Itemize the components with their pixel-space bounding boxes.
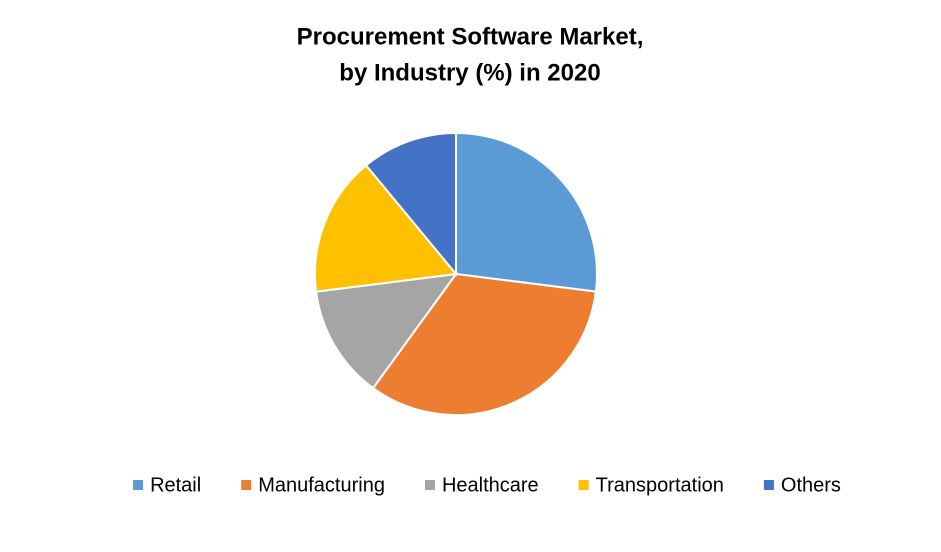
- legend-label: Others: [781, 474, 841, 496]
- legend-label: Transportation: [596, 474, 724, 496]
- pie-slice: [371, 272, 598, 416]
- legend-swatch: [241, 480, 252, 490]
- legend-swatch: [424, 480, 435, 490]
- pie-slice: [314, 163, 458, 293]
- legend-swatch: [133, 480, 144, 490]
- legend-swatch: [578, 480, 589, 490]
- legend-label: Manufacturing: [258, 474, 385, 496]
- legend-swatch: [763, 480, 774, 490]
- chart-title: Procurement Software Market,: [297, 23, 644, 50]
- pie-slice: [364, 131, 457, 277]
- pie-slice: [314, 272, 459, 390]
- legend-label: Healthcare: [442, 474, 539, 496]
- chart-title: by Industry (%) in 2020: [339, 59, 600, 86]
- legend-label: Retail: [150, 474, 201, 496]
- pie-slice: [455, 131, 598, 293]
